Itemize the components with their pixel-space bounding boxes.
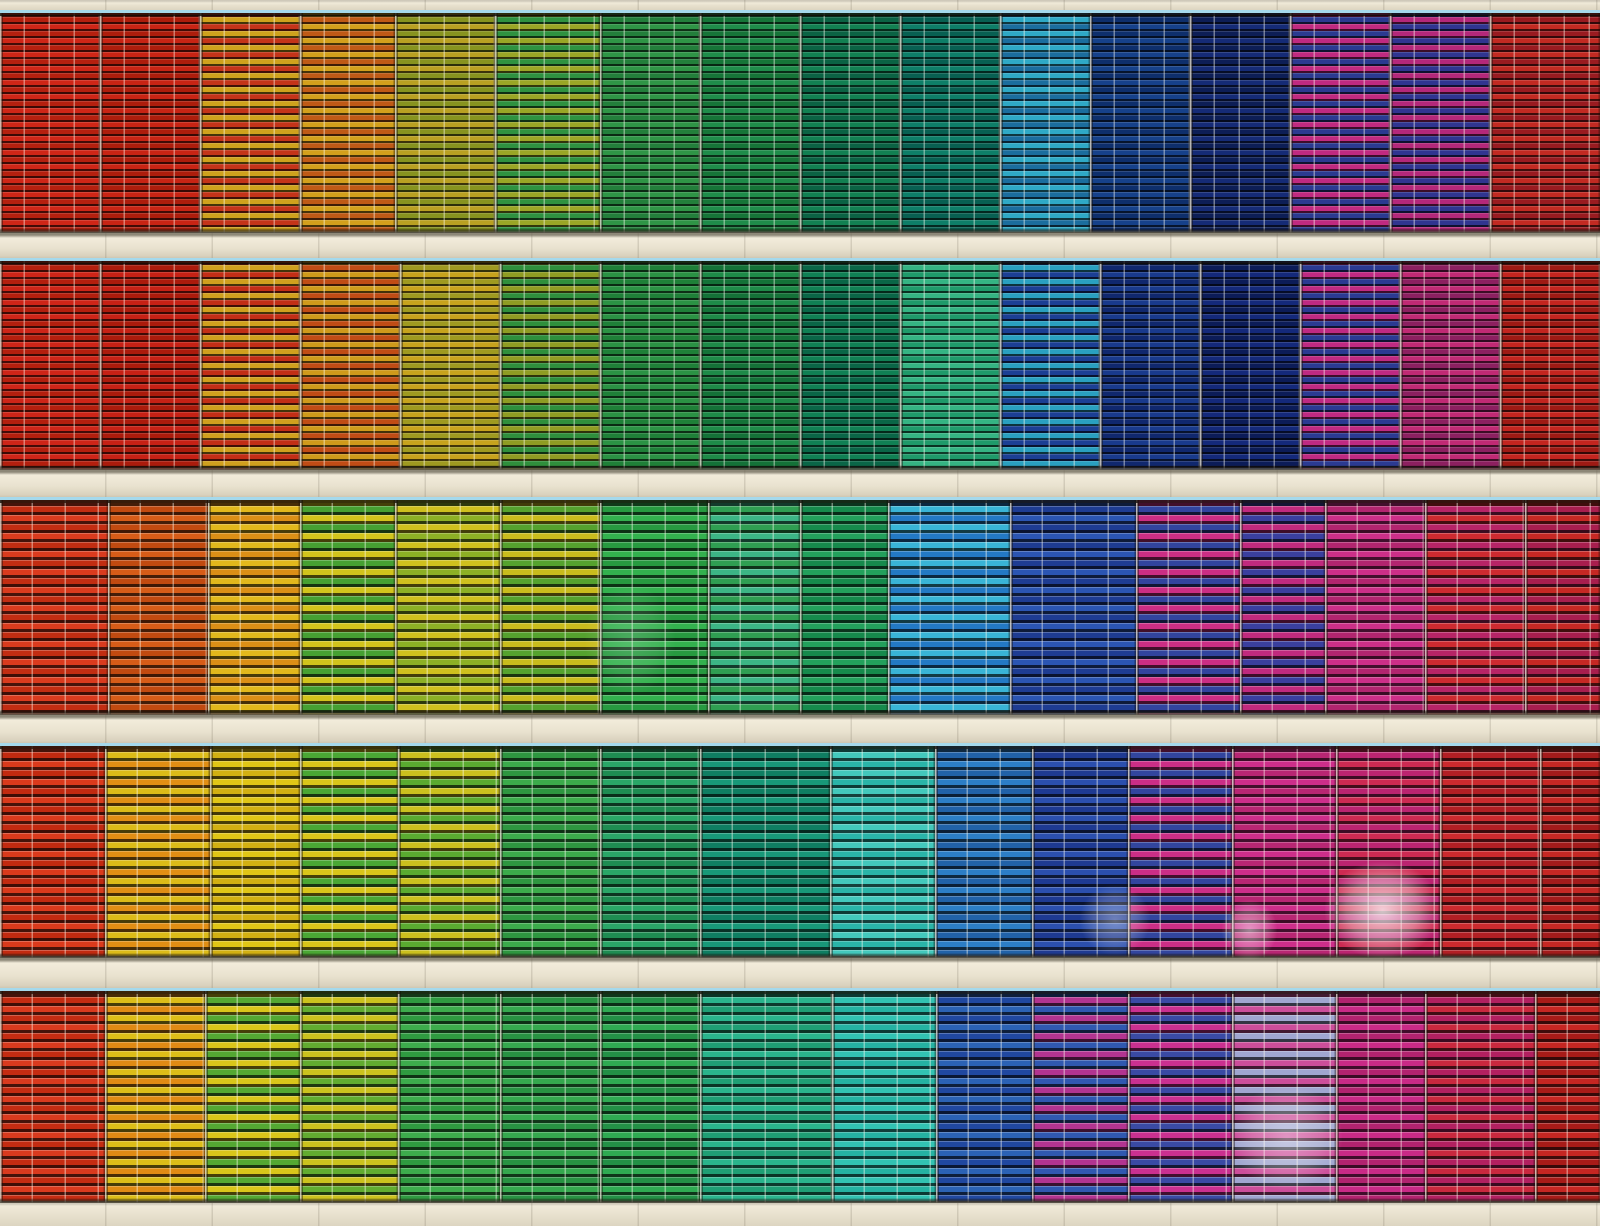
- louver-panel-1-11: [1000, 10, 1090, 233]
- louver-panel-3-2: [108, 497, 208, 715]
- louver-panel-5-14: [1336, 988, 1425, 1203]
- louver-panel-4-16: [1540, 743, 1600, 958]
- louver-panel-1-8: [700, 10, 800, 233]
- louver-panel-1-7: [600, 10, 700, 233]
- louver-panel-4-15: [1440, 743, 1540, 958]
- spandrel-beam-4: [0, 958, 1600, 988]
- louver-panel-1-5: [395, 10, 495, 233]
- louver-band-4: [0, 743, 1600, 958]
- louver-panel-3-4: [300, 497, 395, 715]
- louver-panel-1-15: [1390, 10, 1490, 233]
- louver-panel-2-8: [700, 258, 800, 470]
- louver-panel-2-11: [1000, 258, 1100, 470]
- louver-panel-1-13: [1190, 10, 1290, 233]
- louver-panel-3-5: [395, 497, 500, 715]
- louver-panel-3-6: [500, 497, 600, 715]
- louver-panel-4-5: [398, 743, 500, 958]
- louver-panel-4-9: [830, 743, 935, 958]
- louver-panel-4-13: [1232, 743, 1336, 958]
- louver-panel-4-2: [105, 743, 210, 958]
- louver-panel-3-8: [708, 497, 800, 715]
- louver-panel-1-14: [1290, 10, 1390, 233]
- louver-panel-2-5: [400, 258, 500, 470]
- louver-panel-2-15: [1400, 258, 1500, 470]
- louver-panel-5-9: [832, 988, 936, 1203]
- top-fascia: [0, 0, 1600, 10]
- louver-panel-3-1: [0, 497, 108, 715]
- louver-panel-2-14: [1300, 258, 1400, 470]
- spandrel-beam-2: [0, 470, 1600, 497]
- louver-panel-5-11: [1032, 988, 1128, 1203]
- spandrel-beam-1: [0, 233, 1600, 258]
- louver-panel-5-10: [936, 988, 1032, 1203]
- louver-panel-5-13: [1232, 988, 1336, 1203]
- louver-panel-4-6: [500, 743, 600, 958]
- louver-panel-2-13: [1200, 258, 1300, 470]
- louver-panel-4-14: [1336, 743, 1440, 958]
- louver-panel-3-7: [600, 497, 708, 715]
- louver-panel-1-3: [200, 10, 300, 233]
- louver-panel-5-2: [105, 988, 205, 1203]
- louver-band-2: [0, 258, 1600, 470]
- louver-panel-3-3: [208, 497, 300, 715]
- louver-panel-4-3: [210, 743, 300, 958]
- louver-panel-1-16: [1490, 10, 1600, 233]
- louver-panel-2-1: [0, 258, 100, 470]
- louver-panel-5-8: [700, 988, 832, 1203]
- louver-panel-1-12: [1090, 10, 1190, 233]
- louver-band-3: [0, 497, 1600, 715]
- louver-panel-1-6: [495, 10, 600, 233]
- louver-panel-5-7: [600, 988, 700, 1203]
- louver-panel-5-15: [1425, 988, 1535, 1203]
- louver-panel-4-4: [300, 743, 398, 958]
- louver-panel-2-7: [600, 258, 700, 470]
- louver-panel-2-2: [100, 258, 200, 470]
- louver-panel-4-1: [0, 743, 105, 958]
- louver-panel-4-12: [1128, 743, 1232, 958]
- louver-panel-3-14: [1325, 497, 1425, 715]
- louver-panel-5-6: [500, 988, 600, 1203]
- louver-panel-5-12: [1128, 988, 1232, 1203]
- louver-panel-5-5: [398, 988, 500, 1203]
- louver-panel-2-10: [900, 258, 1000, 470]
- louver-panel-5-4: [300, 988, 398, 1203]
- louver-panel-4-7: [600, 743, 700, 958]
- louver-panel-3-11: [1010, 497, 1136, 715]
- louver-panel-2-4: [300, 258, 400, 470]
- louver-panel-2-3: [200, 258, 300, 470]
- louver-panel-1-10: [900, 10, 1000, 233]
- louver-panel-1-4: [300, 10, 395, 233]
- louver-panel-2-6: [500, 258, 600, 470]
- louver-panel-3-9: [800, 497, 888, 715]
- louver-panel-1-1: [0, 10, 100, 233]
- louver-panel-5-16: [1535, 988, 1600, 1203]
- louver-panel-5-1: [0, 988, 105, 1203]
- bottom-fascia: [0, 1203, 1600, 1226]
- louver-panel-2-12: [1100, 258, 1200, 470]
- spandrel-beam-3: [0, 715, 1600, 743]
- louver-panel-5-3: [205, 988, 300, 1203]
- louver-panel-3-13: [1240, 497, 1325, 715]
- louver-band-5: [0, 988, 1600, 1203]
- louver-band-1: [0, 10, 1600, 233]
- louver-panel-3-10: [888, 497, 1010, 715]
- louver-panel-3-12: [1136, 497, 1240, 715]
- louver-panel-3-15: [1425, 497, 1525, 715]
- louver-panel-3-16: [1525, 497, 1600, 715]
- louver-panel-2-16: [1500, 258, 1600, 470]
- louver-panel-2-9: [800, 258, 900, 470]
- louver-panel-4-10: [935, 743, 1032, 958]
- louver-panel-1-2: [100, 10, 200, 233]
- louver-panel-1-9: [800, 10, 900, 233]
- louver-panel-4-11: [1032, 743, 1128, 958]
- louver-panel-4-8: [700, 743, 830, 958]
